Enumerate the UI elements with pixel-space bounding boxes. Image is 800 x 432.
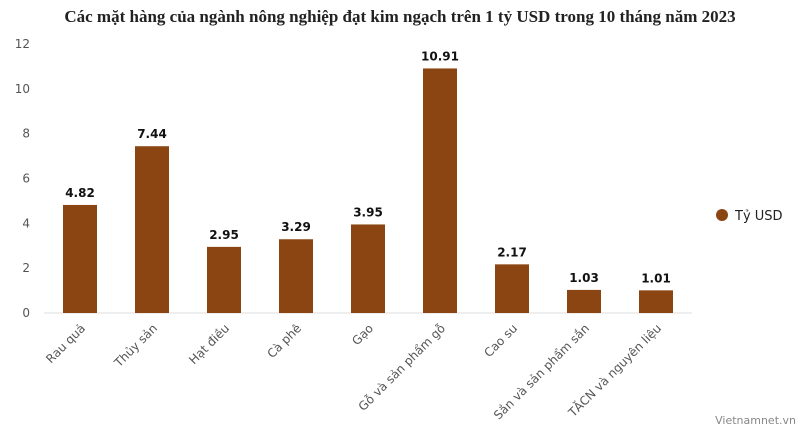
y-tick-label: 6 <box>22 172 30 186</box>
value-label: 2.95 <box>209 228 239 242</box>
bar <box>63 204 97 313</box>
value-label: 7.44 <box>137 127 167 141</box>
y-tick-label: 10 <box>15 82 30 96</box>
value-label: 3.29 <box>281 220 311 234</box>
bar <box>423 68 457 313</box>
bar <box>351 224 385 313</box>
value-label: 4.82 <box>65 186 95 200</box>
legend-label: Tỷ USD <box>734 209 783 224</box>
bar <box>567 289 601 313</box>
x-tick-label: Gạo <box>349 321 376 348</box>
y-tick-label: 8 <box>22 127 30 141</box>
bar <box>495 264 529 313</box>
value-label: 10.91 <box>421 49 459 63</box>
x-tick-label: Thủy sản <box>111 321 160 370</box>
bar <box>639 290 673 313</box>
y-tick-label: 2 <box>22 261 30 275</box>
x-tick-label: Rau quả <box>43 321 88 366</box>
source: Vietnamnet.vn <box>715 414 796 427</box>
y-tick-label: 4 <box>22 216 30 230</box>
legend-marker <box>716 209 728 221</box>
chart-title: Các mặt hàng của ngành nông nghiệp đạt k… <box>64 7 735 26</box>
y-tick-label: 0 <box>22 306 30 320</box>
bar <box>207 246 241 313</box>
bar <box>135 146 169 313</box>
value-label: 1.03 <box>569 271 599 285</box>
x-tick-label: Hạt điều <box>186 321 232 367</box>
value-label: 2.17 <box>497 245 527 259</box>
x-tick-label: Cà phê <box>264 321 304 361</box>
y-tick-label: 12 <box>15 37 30 51</box>
value-label: 1.01 <box>641 271 671 285</box>
bar <box>279 239 313 313</box>
x-tick-label: Cao su <box>481 321 520 360</box>
value-label: 3.95 <box>353 205 383 219</box>
